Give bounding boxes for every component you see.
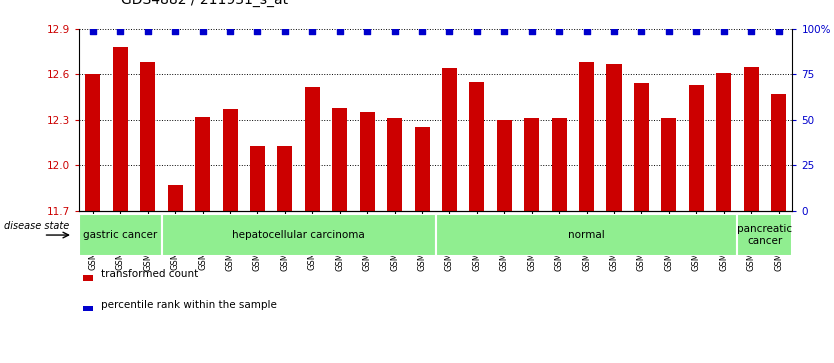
Bar: [83, 306, 93, 311]
Bar: [442, 68, 457, 211]
Bar: [223, 109, 238, 211]
Point: [690, 28, 703, 34]
Point: [168, 28, 182, 34]
Point: [498, 28, 511, 34]
Bar: [771, 94, 786, 211]
Bar: [744, 67, 759, 211]
Point: [388, 28, 401, 34]
Point: [470, 28, 484, 34]
Point: [443, 28, 456, 34]
Bar: [579, 62, 594, 211]
Bar: [195, 117, 210, 211]
Point: [113, 28, 127, 34]
Point: [360, 28, 374, 34]
Text: GDS4882 / 211931_s_at: GDS4882 / 211931_s_at: [121, 0, 288, 7]
Bar: [689, 85, 704, 211]
Bar: [387, 118, 402, 211]
Bar: [79, 214, 162, 256]
Bar: [278, 146, 293, 211]
Text: gastric cancer: gastric cancer: [83, 230, 158, 240]
Point: [772, 28, 786, 34]
Point: [552, 28, 565, 34]
Bar: [716, 73, 731, 211]
Point: [306, 28, 319, 34]
Point: [224, 28, 237, 34]
Bar: [250, 146, 265, 211]
Bar: [414, 127, 430, 211]
Text: normal: normal: [568, 230, 605, 240]
Point: [717, 28, 731, 34]
Bar: [359, 112, 374, 211]
Bar: [634, 83, 649, 211]
Bar: [83, 275, 93, 281]
Bar: [470, 82, 485, 211]
Bar: [140, 62, 155, 211]
Point: [141, 28, 154, 34]
Bar: [497, 120, 512, 211]
Text: hepatocellular carcinoma: hepatocellular carcinoma: [232, 230, 365, 240]
Bar: [435, 214, 737, 256]
Bar: [332, 108, 347, 211]
Point: [607, 28, 620, 34]
Point: [745, 28, 758, 34]
Bar: [85, 74, 100, 211]
Bar: [304, 86, 320, 211]
Text: pancreatic
cancer: pancreatic cancer: [737, 224, 792, 246]
Point: [662, 28, 676, 34]
Bar: [113, 47, 128, 211]
Point: [333, 28, 346, 34]
Bar: [551, 118, 567, 211]
Point: [196, 28, 209, 34]
Bar: [525, 118, 540, 211]
Bar: [168, 185, 183, 211]
Point: [580, 28, 593, 34]
Point: [415, 28, 429, 34]
Point: [635, 28, 648, 34]
Text: disease state: disease state: [4, 221, 69, 231]
Point: [251, 28, 264, 34]
Point: [525, 28, 539, 34]
Text: transformed count: transformed count: [101, 269, 198, 279]
Bar: [661, 118, 676, 211]
Bar: [162, 214, 435, 256]
Bar: [606, 64, 621, 211]
Point: [86, 28, 99, 34]
Bar: [737, 214, 792, 256]
Text: percentile rank within the sample: percentile rank within the sample: [101, 300, 277, 310]
Point: [279, 28, 292, 34]
